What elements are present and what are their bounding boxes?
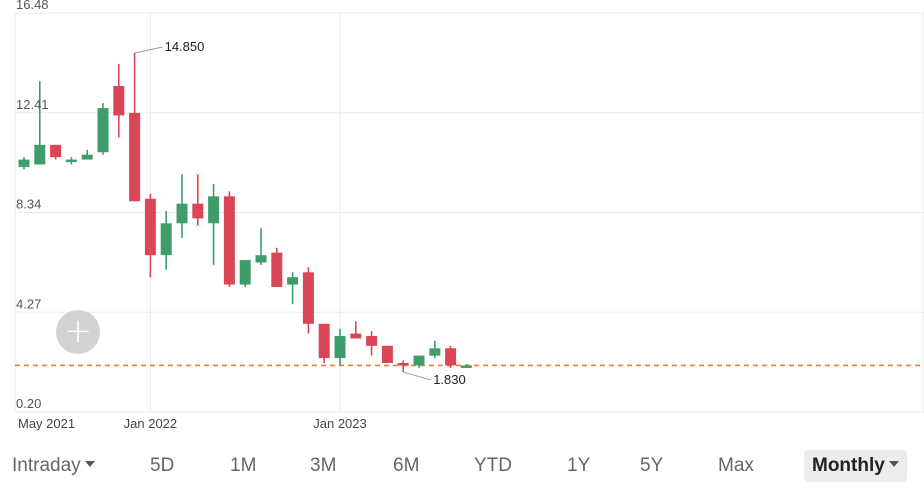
timeframe-toolbar: Intraday 5D 1M 3M 6M YTD 1Y 5Y Max Month… (0, 444, 924, 488)
y-tick-label: 4.27 (16, 296, 41, 311)
candle (302, 267, 314, 334)
timeframe-label: Intraday (12, 455, 81, 476)
candle-body (129, 112, 141, 202)
x-tick-label: Jan 2022 (124, 416, 178, 431)
candle (460, 364, 472, 368)
candle (113, 63, 125, 138)
timeframe-ytd[interactable]: YTD (474, 455, 512, 476)
annotation-leader-line (134, 46, 163, 54)
x-tick-label: Jan 2023 (313, 416, 367, 431)
candle (50, 144, 62, 160)
candle (18, 157, 30, 170)
y-tick-label: 0.20 (16, 396, 41, 411)
candle (287, 272, 299, 305)
candle-body (81, 154, 93, 160)
candle (97, 103, 109, 155)
candle (160, 211, 172, 270)
low-value-label: 1.830 (433, 372, 466, 387)
candle-body (366, 336, 378, 346)
plus-icon: + (63, 310, 93, 351)
candle (255, 228, 267, 265)
timeframe-max[interactable]: Max (718, 455, 754, 476)
candle (445, 345, 457, 368)
candle-body (381, 345, 393, 363)
candle-body (429, 348, 441, 356)
candle-body (18, 159, 30, 167)
timeframe-3m[interactable]: 3M (310, 455, 337, 476)
candle-body (34, 144, 46, 165)
candle (223, 191, 235, 288)
caret-down-icon (888, 461, 899, 468)
candle-body (192, 203, 204, 219)
y-tick-label: 16.48 (16, 0, 49, 12)
timeframe-1m[interactable]: 1M (230, 455, 257, 476)
candle-body (50, 144, 62, 158)
candlestick-chart[interactable]: 14.850 1.830 16.48 12.41 8.34 4.27 0.20 May 20… (0, 0, 924, 440)
candle-body (113, 86, 125, 116)
axis-labels: 16.48 12.41 8.34 4.27 0.20 May 2021 Jan 2022 Ja… (16, 0, 367, 431)
candle-body (287, 277, 299, 285)
candle-body (302, 272, 314, 324)
candle-body (160, 223, 172, 256)
candle-body (65, 159, 77, 163)
candle-body (239, 260, 251, 285)
annotations: 14.850 1.830 (134, 39, 466, 387)
candle-body (144, 198, 156, 256)
y-tick-label: 12.41 (16, 97, 49, 112)
candle-body (97, 108, 109, 153)
candle (429, 340, 441, 359)
candle (176, 174, 188, 238)
timeframe-intraday[interactable]: Intraday (12, 450, 95, 482)
timeframe-5d[interactable]: 5D (150, 455, 175, 476)
candle-body (208, 196, 220, 224)
candle (208, 184, 220, 265)
candle-body (445, 348, 457, 366)
candle (397, 360, 409, 373)
interval-label: Monthly (812, 455, 885, 476)
candle (366, 331, 378, 356)
annotation-leader-line (403, 371, 432, 381)
candle (34, 81, 46, 165)
candle-body (334, 336, 346, 359)
high-value-label: 14.850 (165, 39, 205, 54)
candle-body (318, 323, 330, 359)
timeframe-5y[interactable]: 5Y (640, 455, 664, 476)
candle-body (350, 333, 362, 339)
candle (192, 174, 204, 226)
add-indicator-button[interactable]: + (56, 310, 100, 354)
candle (271, 247, 283, 288)
x-tick-label: May 2021 (18, 416, 75, 431)
candle (65, 157, 77, 165)
timeframe-6m[interactable]: 6M (393, 455, 420, 476)
candle (144, 193, 156, 278)
candle (239, 260, 251, 288)
candle-body (460, 365, 472, 368)
candle-body (176, 203, 188, 224)
candle-body (255, 255, 267, 263)
candle-body (271, 252, 283, 288)
candle (318, 323, 330, 363)
interval-monthly-dropdown[interactable]: Monthly (804, 450, 907, 482)
candle (81, 149, 93, 160)
caret-down-icon (84, 461, 95, 468)
candle (334, 328, 346, 366)
candle (381, 345, 393, 363)
timeframe-1y[interactable]: 1Y (567, 455, 591, 476)
candle-body (397, 362, 409, 366)
candle (413, 355, 425, 368)
candle-body (223, 196, 235, 285)
y-tick-label: 8.34 (16, 197, 41, 212)
candles (18, 52, 472, 373)
candle-body (413, 355, 425, 366)
candle (129, 52, 141, 202)
candle (350, 321, 362, 339)
